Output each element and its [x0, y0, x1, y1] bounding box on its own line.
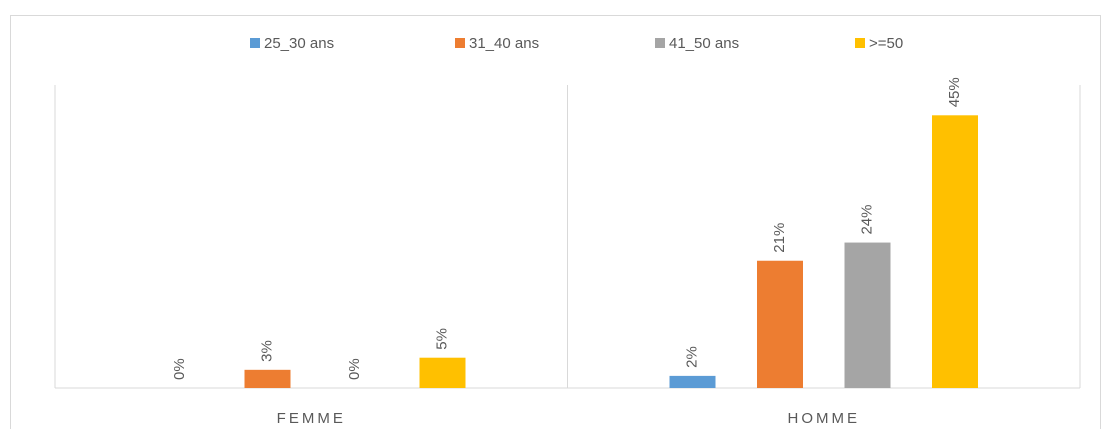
- legend-swatch: [655, 38, 665, 48]
- data-label: 0%: [171, 358, 188, 380]
- chart-frame: [10, 15, 1101, 429]
- data-label: 45%: [946, 77, 963, 107]
- data-label: 21%: [771, 223, 788, 253]
- legend-swatch: [250, 38, 260, 48]
- data-label: 3%: [258, 340, 275, 362]
- x-tick-label: HOMME: [788, 410, 861, 427]
- bar: [932, 115, 978, 389]
- legend-label: 31_40 ans: [469, 35, 539, 52]
- data-label: 0%: [346, 358, 363, 380]
- bar: [669, 375, 716, 388]
- legend-swatch: [455, 38, 465, 48]
- bar: [419, 357, 466, 388]
- legend-swatch: [855, 38, 865, 48]
- bar: [757, 260, 803, 388]
- data-label: 2%: [683, 346, 700, 368]
- legend-label: 41_50 ans: [669, 35, 739, 52]
- data-label: 5%: [433, 328, 450, 350]
- x-tick-label: FEMME: [277, 410, 346, 427]
- bar: [844, 242, 891, 388]
- legend-label: 25_30 ans: [264, 35, 334, 52]
- bar: [244, 369, 291, 388]
- data-label: 24%: [858, 205, 875, 235]
- legend-label: >=50: [869, 35, 903, 52]
